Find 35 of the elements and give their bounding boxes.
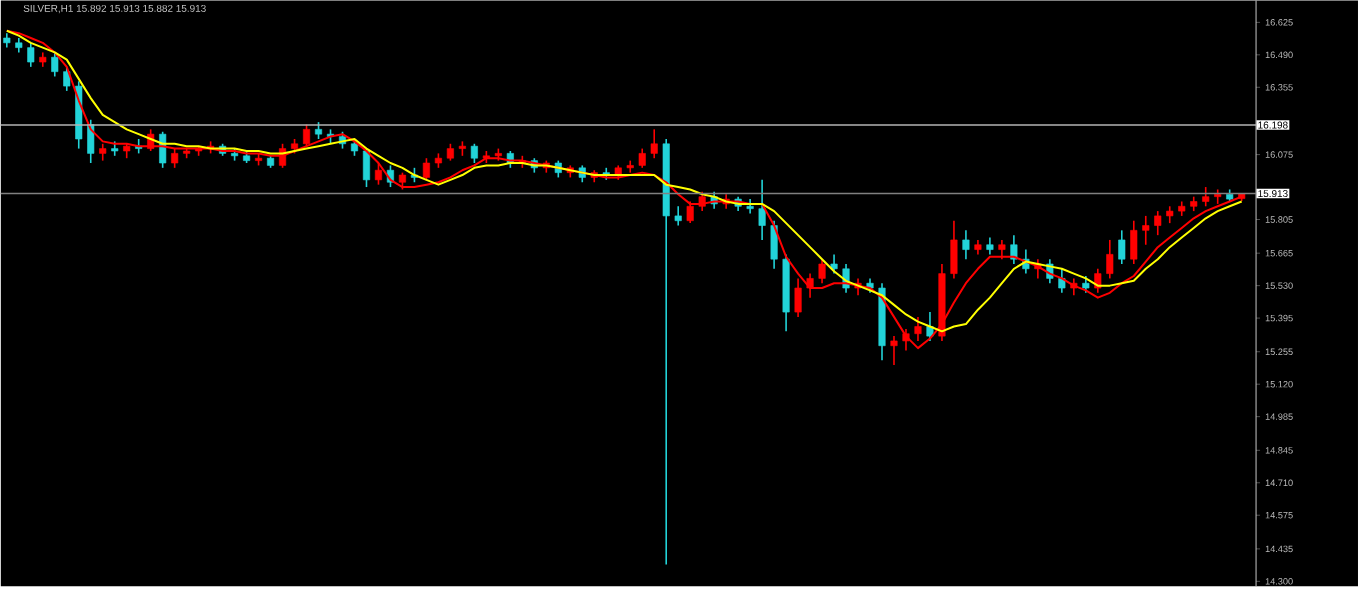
candlestick — [758, 179, 766, 242]
candlestick — [1202, 186, 1210, 208]
candlestick — [171, 148, 179, 169]
candlestick — [1142, 215, 1150, 246]
candlestick — [962, 229, 970, 261]
candlestick — [806, 273, 814, 299]
candlestick — [770, 220, 778, 270]
candlestick — [1106, 239, 1114, 280]
candlestick — [422, 157, 430, 182]
candlestick — [51, 52, 59, 78]
candlestick — [1154, 210, 1162, 237]
candlestick — [890, 335, 898, 367]
candlestick — [698, 191, 706, 213]
candlestick — [926, 311, 934, 343]
candlestick — [686, 201, 694, 225]
candlestick — [818, 258, 826, 285]
candlestick — [830, 253, 838, 275]
candlestick — [87, 119, 95, 165]
candlestick — [794, 277, 802, 319]
candlestick — [950, 220, 958, 280]
candlestick — [1130, 220, 1138, 266]
candlestick — [650, 128, 658, 160]
candlestick — [626, 160, 634, 174]
candlestick — [470, 143, 478, 165]
candlestick — [674, 205, 682, 227]
candlestick — [27, 42, 35, 69]
candlestick — [638, 148, 646, 169]
candlestick — [1010, 234, 1018, 266]
candlestick — [374, 162, 382, 186]
candlestick — [1118, 229, 1126, 266]
candlestick — [914, 316, 922, 343]
candlestick — [63, 66, 71, 93]
candlestick — [998, 239, 1006, 261]
candlestick — [1058, 268, 1066, 295]
candlestick — [303, 124, 311, 148]
